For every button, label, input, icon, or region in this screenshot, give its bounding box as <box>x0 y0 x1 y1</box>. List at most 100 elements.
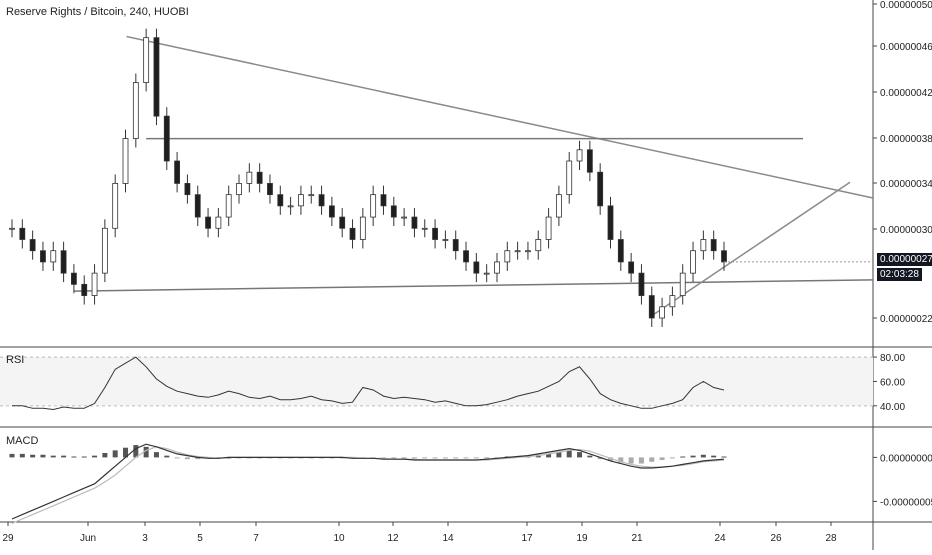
macd-histogram-bar <box>721 456 727 458</box>
candle-body <box>370 194 377 218</box>
time-tick-label: 24 <box>714 533 726 544</box>
candle-body <box>628 261 635 274</box>
macd-tick-label: -0.00000005 <box>880 497 932 508</box>
macd-histogram-bar <box>556 452 562 458</box>
candle-body <box>194 194 201 218</box>
candle-body <box>659 306 665 319</box>
candle-body <box>721 250 727 263</box>
candle-body <box>40 250 46 263</box>
candle-body <box>607 205 614 240</box>
candle-body <box>143 37 150 83</box>
candle-body <box>267 183 273 196</box>
macd-histogram-bar <box>9 453 15 458</box>
candle-body <box>339 216 346 229</box>
macd-histogram-bar <box>669 457 675 459</box>
candle-body <box>349 227 356 240</box>
candle-body <box>710 239 717 252</box>
candle-body <box>91 272 98 296</box>
macd-histogram-bar <box>442 457 448 459</box>
macd-histogram-bar <box>607 457 613 461</box>
candle-body <box>256 171 263 184</box>
time-tick-label: 10 <box>333 533 345 544</box>
candle-body <box>132 82 139 139</box>
price-tick-label: 0.00000034 <box>880 179 932 190</box>
macd-histogram-bar <box>391 457 397 459</box>
candle-body <box>669 295 676 308</box>
macd-histogram-bar <box>123 447 129 458</box>
time-tick-label: 17 <box>521 533 533 544</box>
candle-body <box>473 261 480 274</box>
macd-histogram-bar <box>153 452 159 458</box>
candle-body <box>555 194 562 218</box>
macd-histogram-bar <box>184 457 190 460</box>
macd-histogram-bar <box>577 452 583 458</box>
candle-body <box>597 171 604 207</box>
last-price-tag: 0.00000027 <box>877 253 932 266</box>
rsi-label: RSI <box>6 354 25 366</box>
macd-histogram-bar <box>133 445 139 458</box>
macd-line <box>11 443 725 520</box>
candle-body <box>535 239 542 252</box>
candle-body <box>29 239 36 252</box>
candle-body <box>9 227 15 230</box>
candle-body <box>60 250 67 274</box>
candle-body <box>648 295 655 319</box>
time-tick-label: 14 <box>442 533 454 544</box>
macd-histogram-bar <box>195 457 201 460</box>
candle-body <box>71 272 77 285</box>
price-tick-label: 0.00000022 <box>880 314 932 325</box>
candle-body <box>122 138 129 184</box>
time-tick-label: 26 <box>770 533 782 544</box>
candle-body <box>700 239 707 252</box>
rsi-line <box>12 356 725 411</box>
candle-body <box>308 194 315 197</box>
candle-body <box>483 272 490 275</box>
candle-body <box>81 283 88 296</box>
candle-body <box>246 171 253 184</box>
rsi-tick-label: 60.00 <box>880 377 905 388</box>
candle-body <box>184 183 191 196</box>
candle-body <box>163 115 170 162</box>
time-tick-label: 12 <box>387 533 399 544</box>
time-tick-label: 28 <box>825 533 837 544</box>
macd-histogram-bar <box>659 457 665 461</box>
candle-body <box>101 227 108 274</box>
candle-body <box>236 183 242 196</box>
macd-histogram-bar <box>174 457 180 459</box>
rsi-tick-label: 80.00 <box>880 353 905 364</box>
candle-body <box>215 216 222 229</box>
price-tick-label: 0.00000050 <box>880 0 932 11</box>
macd-histogram-bar <box>164 455 170 458</box>
time-tick-label: 19 <box>576 533 588 544</box>
macd-histogram-bar <box>711 455 717 458</box>
candle-body <box>463 250 469 263</box>
time-tick-label: 29 <box>2 533 14 544</box>
macd-histogram-bar <box>473 457 479 459</box>
macd-histogram-bar <box>401 457 407 459</box>
macd-histogram-bar <box>30 454 36 458</box>
candle-body <box>525 250 531 253</box>
macd-histogram-bar <box>463 457 469 459</box>
price-tick-label: 0.00000030 <box>880 225 932 236</box>
candle-body <box>411 216 418 229</box>
candle-body <box>205 216 211 229</box>
time-tick-label: 3 <box>142 533 148 544</box>
candle-body <box>566 160 573 196</box>
time-tick-label: Jun <box>80 533 96 544</box>
rsi-tick-label: 40.00 <box>880 402 905 413</box>
macd-histogram-bar <box>422 457 428 459</box>
candle-body <box>359 216 366 240</box>
macd-histogram-bar <box>102 453 108 458</box>
candle-body <box>576 149 583 162</box>
candle-body <box>174 160 181 184</box>
candle-body <box>586 149 593 173</box>
macd-histogram-bar <box>587 455 593 458</box>
candle-body <box>679 272 686 296</box>
time-tick-label: 5 <box>197 533 203 544</box>
candle-body <box>690 250 696 274</box>
macd-histogram-bar <box>50 455 56 458</box>
macd-histogram-bar <box>597 457 603 460</box>
candle-body <box>390 205 397 218</box>
